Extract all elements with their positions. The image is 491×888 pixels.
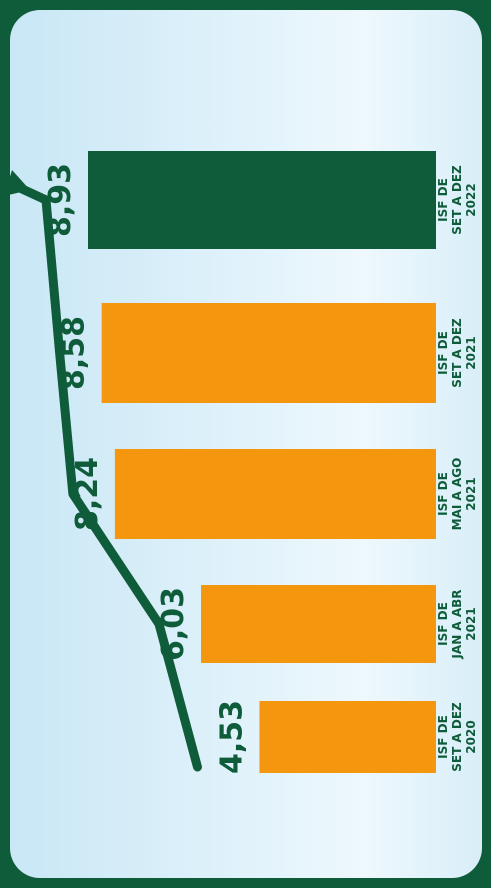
- bar-0: [88, 151, 436, 249]
- category-label-3: ISF DEJAN A ABR2021: [436, 589, 478, 659]
- bar-4: [259, 701, 436, 773]
- chart-card: 8,93 ISF DESET A DEZ2022 8,58 ISF DESET A D…: [10, 10, 482, 878]
- bar-1: [101, 303, 437, 403]
- category-label-4: ISF DESET A DEZ2020: [436, 702, 478, 772]
- value-label-4: 4,53: [214, 700, 249, 774]
- trend-arrow-line: [15, 183, 202, 772]
- category-label-0: ISF DESET A DEZ2022: [436, 165, 478, 235]
- bar-3: [201, 585, 436, 663]
- trend-arrowhead-icon: [10, 170, 30, 195]
- category-label-1: ISF DESET A DEZ2021: [436, 318, 478, 388]
- category-label-2: ISF DEMAI A AGO2021: [436, 458, 478, 531]
- bar-2: [114, 449, 437, 539]
